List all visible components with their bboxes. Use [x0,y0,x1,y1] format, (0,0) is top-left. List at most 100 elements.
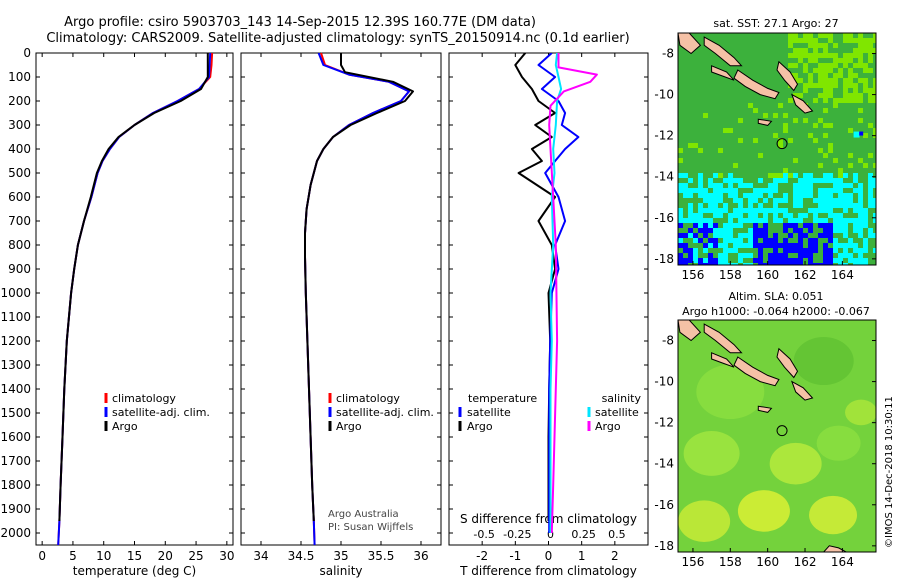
sst-cell [823,218,828,223]
land-mass [678,33,702,55]
sst-cell [853,258,858,263]
sst-cell [818,83,823,88]
sst-cell [728,178,733,183]
sst-cell [828,93,833,98]
map-y-tick-label: -10 [654,88,674,102]
sst-cell [813,243,818,248]
sst-cell [813,213,818,218]
sst-cell [848,33,853,38]
sst-cell [698,228,703,233]
sst-cell [808,178,813,183]
sst-cell [823,83,828,88]
sst-cell [838,263,843,265]
sst-cell [708,223,713,228]
map-x-tick-label: 164 [831,268,854,282]
sst-cell [808,188,813,193]
sst-cell [798,218,803,223]
legend-label: climatology [112,392,176,405]
argo-position-marker [776,425,788,437]
sst-cell [823,73,828,78]
sst-cell [688,143,693,148]
sst-cell [803,173,808,178]
sst-cell [773,253,778,258]
sst-cell [808,73,813,78]
sst-cell [833,178,838,183]
y-tick-label: 200 [8,94,31,108]
sst-cell [763,218,768,223]
sst-cell [688,178,693,183]
imos-stamp: ©IMOS 14-Dec-2018 10:30:11 [884,396,895,548]
sst-cell [758,233,763,238]
sst-cell [863,43,868,48]
sst-cell [713,223,718,228]
sst-cell [853,93,858,98]
sst-cell [843,248,848,253]
sst-cell [843,228,848,233]
sst-cell [813,123,818,128]
sst-cell [803,48,808,53]
map-x-tick-label: 156 [681,555,704,569]
sst-cell [688,218,693,223]
legend-label: satellite-adj. clim. [112,406,210,419]
sst-cell [848,78,853,83]
land-mass [757,118,773,126]
sst-cell [853,188,858,193]
sst-cell [828,78,833,83]
sst-cell [838,213,843,218]
sst-cell [758,178,763,183]
sst-cell [713,213,718,218]
sst-cell [823,133,828,138]
sst-cell [808,228,813,233]
sst-cell [718,188,723,193]
sst-cell [838,258,843,263]
sst-cell [838,193,843,198]
sst-cell [848,243,853,248]
sst-cell [818,63,823,68]
sst-cell [873,183,876,188]
sst-cell [698,178,703,183]
sst-cell [818,233,823,238]
sst-cell [858,248,863,253]
sst-cell [823,188,828,193]
sst-cell [738,213,743,218]
sst-cell [868,93,873,98]
sst-cell [778,103,783,108]
sst-cell [803,68,808,73]
sst-cell [803,178,808,183]
sst-cell [808,223,813,228]
sst-cell [873,78,876,83]
plot-frame [240,52,442,546]
sst-cell [838,223,843,228]
sst-cell [708,243,713,248]
sst-cell [823,68,828,73]
sst-cell [868,38,873,43]
sst-cell [808,183,813,188]
map-y-tick-label: -12 [654,416,674,430]
sst-cell [848,68,853,73]
sst-cell [863,48,868,53]
sst-cell [813,208,818,213]
sst-cell [873,48,876,53]
sst-cell [803,193,808,198]
sst-cell [713,263,718,265]
sst-cell [718,233,723,238]
sst-cell [683,233,688,238]
sst-cell [863,258,868,263]
sst-cell [723,248,728,253]
sst-cell [813,43,818,48]
sst-cell [853,131,860,138]
sst-cell [798,203,803,208]
sst-cell [788,213,793,218]
sst-cell [823,198,828,203]
sst-cell [823,123,828,128]
sst-cell [683,218,688,223]
map-x-tick-label: 162 [794,268,817,282]
sst-cell [858,258,863,263]
difference-panel: -2 -1 0 1 2-0.5 -0.25 0 0.25 0.5S difference fro… [448,52,649,578]
legend-title: salinity [602,392,642,405]
sst-cell [728,238,733,243]
sst-cell [803,63,808,68]
sst-cell [733,178,738,183]
sst-cell [833,58,838,63]
